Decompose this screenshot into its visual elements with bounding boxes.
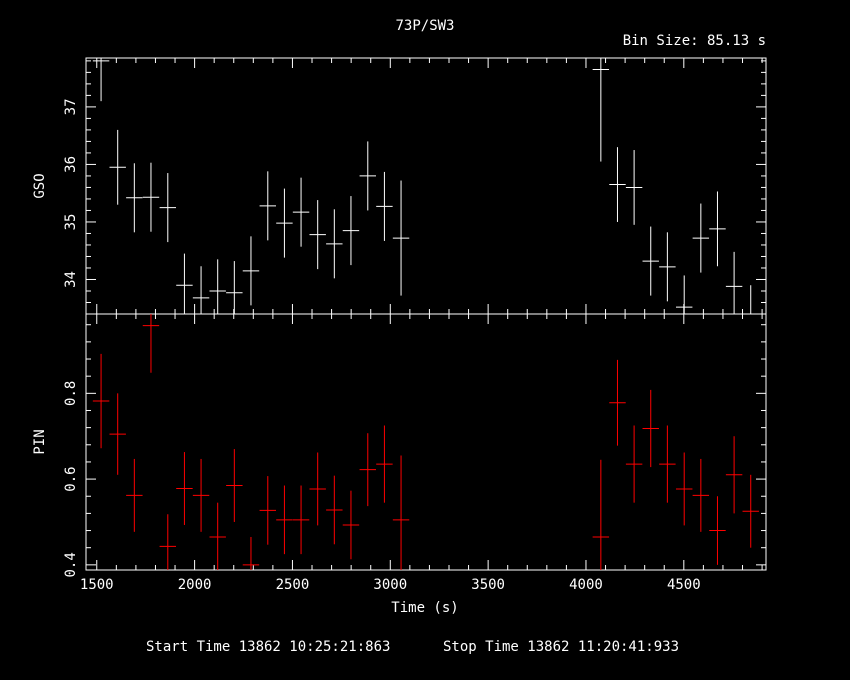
x-tick-label: 4500 xyxy=(667,577,701,593)
data-point xyxy=(209,502,226,570)
x-tick-label: 2500 xyxy=(276,577,310,593)
data-point xyxy=(176,253,193,314)
time-tick-labels: 1500 2000 2500 3000 3500 4000 4500 xyxy=(80,577,701,593)
data-point xyxy=(242,536,260,570)
data-point xyxy=(242,236,260,306)
data-point xyxy=(692,458,710,532)
y-tick-label: 0.6 xyxy=(63,466,79,491)
data-point xyxy=(642,226,659,296)
chart-title: 73P/SW3 xyxy=(395,18,454,34)
data-point xyxy=(226,261,243,314)
x-tick-label: 2000 xyxy=(178,577,212,593)
y-tick-label: 36 xyxy=(63,156,79,173)
y-tick-label: 37 xyxy=(63,98,79,115)
data-point xyxy=(209,259,226,314)
data-point xyxy=(675,452,693,526)
data-point xyxy=(309,452,326,526)
data-point xyxy=(659,232,676,302)
data-point xyxy=(126,458,143,532)
x-tick-label: 4000 xyxy=(569,577,603,593)
data-point xyxy=(376,425,393,503)
pin-tick-labels: 0.4 0.6 0.8 xyxy=(63,381,79,578)
data-point xyxy=(359,433,377,507)
start-time-label: Start Time 13862 10:25:21:863 xyxy=(146,639,390,655)
data-point xyxy=(176,452,193,525)
data-point xyxy=(359,141,377,211)
data-point xyxy=(725,436,743,514)
data-point xyxy=(276,485,293,555)
gso-series xyxy=(92,58,759,315)
data-point xyxy=(326,475,343,545)
data-point xyxy=(392,180,410,296)
data-point xyxy=(392,455,410,570)
x-tick-label: 3000 xyxy=(373,577,407,593)
data-point xyxy=(259,171,277,241)
data-point xyxy=(326,209,343,279)
data-point xyxy=(259,476,277,545)
data-point xyxy=(692,203,710,273)
y-tick-label: 34 xyxy=(63,271,79,288)
pin-series xyxy=(92,314,759,570)
data-point xyxy=(109,129,126,205)
data-point xyxy=(92,58,110,102)
data-point xyxy=(276,188,293,258)
data-point xyxy=(725,251,743,314)
data-point xyxy=(292,177,310,247)
pin-ticks xyxy=(86,314,766,570)
data-point xyxy=(709,191,726,267)
data-point xyxy=(126,163,143,233)
data-point xyxy=(376,171,393,241)
data-point xyxy=(92,353,110,449)
gso-tick-labels: 34 35 36 37 xyxy=(63,98,79,287)
data-point xyxy=(742,474,759,548)
y-tick-label: 0.8 xyxy=(63,381,79,406)
data-point xyxy=(609,359,626,446)
data-point xyxy=(709,496,726,565)
data-point xyxy=(142,314,160,373)
data-point xyxy=(609,147,626,222)
time-axis-label: Time (s) xyxy=(391,600,458,616)
stop-time-label: Stop Time 13862 11:20:41:933 xyxy=(443,639,679,655)
data-point xyxy=(625,425,643,503)
pin-axis-label: PIN xyxy=(32,429,48,454)
x-tick-label: 1500 xyxy=(80,577,114,593)
data-point xyxy=(192,266,210,314)
y-tick-label: 0.4 xyxy=(63,552,79,577)
data-point xyxy=(292,485,310,555)
data-point xyxy=(592,58,610,162)
data-point xyxy=(592,459,610,570)
gso-axis-label: GSO xyxy=(32,173,48,198)
data-point xyxy=(226,449,243,522)
data-point xyxy=(625,150,643,225)
data-point xyxy=(309,200,326,270)
pin-panel-frame xyxy=(85,313,767,571)
x-tick-label: 3500 xyxy=(471,577,505,593)
data-point xyxy=(659,425,676,503)
y-tick-label: 35 xyxy=(63,214,79,231)
data-point xyxy=(109,393,126,475)
data-point xyxy=(159,514,177,570)
data-point xyxy=(192,458,210,532)
data-point xyxy=(642,389,659,468)
gso-panel: 34 35 36 37 GSO xyxy=(32,57,767,315)
data-point xyxy=(675,275,693,314)
data-point xyxy=(342,490,360,560)
pin-panel: 0.4 0.6 0.8 PIN xyxy=(32,313,767,578)
data-point xyxy=(159,173,177,243)
bin-size-label: Bin Size: 85.13 s xyxy=(623,33,766,49)
data-point xyxy=(142,162,160,232)
data-point xyxy=(342,196,360,266)
